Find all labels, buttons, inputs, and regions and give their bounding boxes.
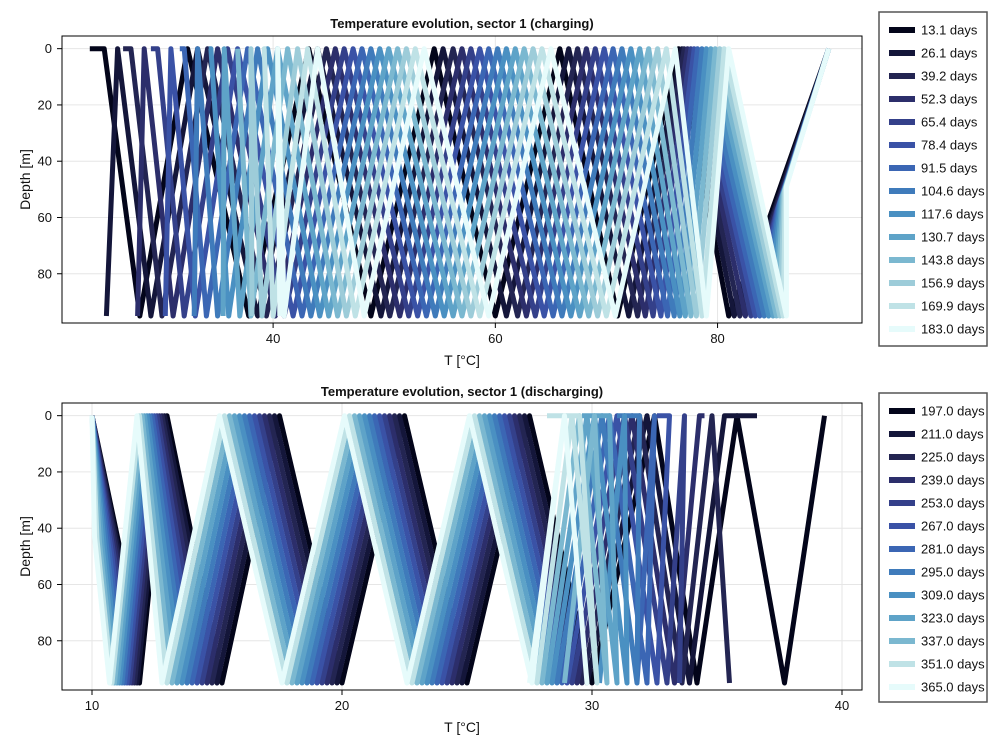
legend-label: 13.1 days: [921, 23, 978, 38]
legend-label: 130.7 days: [921, 230, 985, 245]
chart-title: Temperature evolution, sector 1 (dischar…: [321, 384, 603, 399]
y-axis-label: Depth [m]: [17, 516, 33, 577]
legend-label: 337.0 days: [921, 634, 985, 649]
series-line-12: [248, 46, 832, 319]
legend-label: 183.0 days: [921, 322, 985, 337]
legend-label: 26.1 days: [921, 46, 978, 61]
chart-title: Temperature evolution, sector 1 (chargin…: [330, 16, 593, 31]
legend-label: 39.2 days: [921, 69, 978, 84]
legend: 13.1 days 26.1 days 39.2 days 52.3 days 65.4…: [878, 11, 988, 347]
series-line-9: [208, 46, 832, 319]
series-line-13: [261, 46, 832, 319]
legend-label: 117.6 days: [921, 207, 984, 222]
legend: 197.0 days 211.0 days 225.0 days 239.0 days…: [878, 392, 988, 703]
legend-label: 267.0 days: [921, 519, 985, 534]
y-tick-label: 20: [38, 97, 52, 112]
legend-label: 211.0 days: [921, 427, 984, 442]
x-tick-label: 20: [335, 698, 349, 713]
legend-label: 169.9 days: [921, 299, 985, 314]
legend-label: 323.0 days: [921, 611, 985, 626]
legend-label: 281.0 days: [921, 542, 985, 557]
y-tick-label: 80: [38, 266, 52, 281]
legend-label: 91.5 days: [921, 161, 978, 176]
legend-label: 253.0 days: [921, 496, 985, 511]
legend-label: 309.0 days: [921, 588, 985, 603]
legend-label: 295.0 days: [921, 565, 985, 580]
legend-label: 156.9 days: [921, 276, 985, 291]
x-tick-label: 40: [835, 698, 849, 713]
legend-label: 104.6 days: [921, 184, 985, 199]
y-tick-label: 0: [45, 408, 52, 423]
series-line-13: [89, 413, 590, 686]
y-tick-label: 60: [38, 577, 52, 592]
series-line-14: [275, 46, 832, 319]
chart-panel-1: 40 60 80 0 20 40 60 80 Temperature evolution, se…: [17, 11, 988, 368]
x-tick-label: 10: [85, 698, 99, 713]
legend-frame: [878, 11, 988, 347]
legend-label: 351.0 days: [921, 657, 985, 672]
y-tick-label: 40: [38, 521, 52, 536]
x-tick-label: 60: [488, 331, 502, 346]
y-tick-label: 40: [38, 154, 52, 169]
y-tick-label: 60: [38, 210, 52, 225]
series-group: [89, 413, 827, 686]
legend-label: 52.3 days: [921, 92, 978, 107]
legend-label: 65.4 days: [921, 115, 978, 130]
x-tick-label: 30: [585, 698, 599, 713]
plot-frame: [61, 402, 863, 691]
legend-label: 365.0 days: [921, 680, 985, 695]
series-line-8: [191, 46, 832, 319]
legend-label: 143.8 days: [921, 253, 985, 268]
legend-label: 197.0 days: [921, 404, 985, 419]
series-line-11: [235, 46, 832, 319]
legend-label: 225.0 days: [921, 450, 985, 465]
legend-label: 78.4 days: [921, 138, 978, 153]
y-tick-label: 80: [38, 633, 52, 648]
y-tick-label: 20: [38, 464, 52, 479]
y-axis-label: Depth [m]: [17, 149, 33, 210]
x-tick-label: 40: [266, 331, 280, 346]
plot-frame: [61, 35, 863, 324]
x-axis-label: T [°C]: [444, 719, 480, 735]
y-tick-label: 0: [45, 41, 52, 56]
chart-panel-2: 10 20 30 40 0 20 40 60 80 Temperature evolution, …: [17, 384, 988, 735]
series-line-7: [179, 46, 832, 319]
x-axis-label: T [°C]: [444, 352, 480, 368]
legend-label: 239.0 days: [921, 473, 985, 488]
x-tick-label: 80: [710, 331, 724, 346]
series-group: [89, 46, 832, 319]
